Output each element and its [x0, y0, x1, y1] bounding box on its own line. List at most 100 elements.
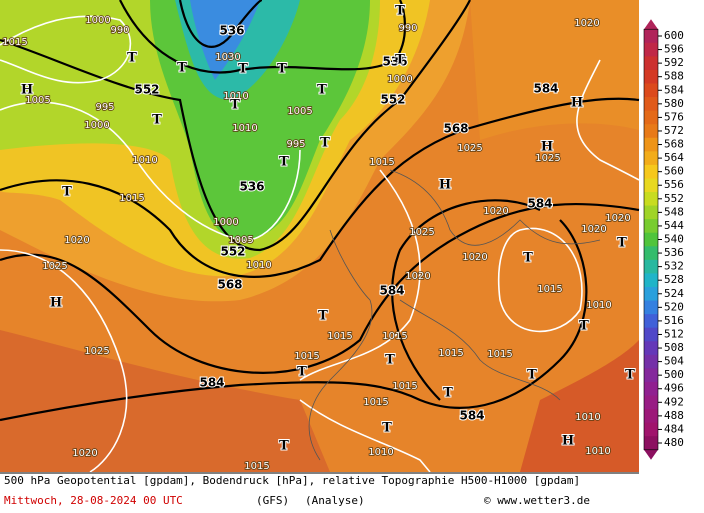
- scale-label: 540: [664, 233, 684, 246]
- scale-label: 508: [664, 341, 684, 354]
- isobar-label: 1015: [392, 381, 417, 392]
- isobar-label: 1015: [327, 331, 352, 342]
- isobar-label: 1015: [294, 351, 319, 362]
- contour-label: 568: [217, 278, 242, 292]
- contour-label: 536: [239, 180, 264, 194]
- scale-label: 596: [664, 43, 684, 56]
- isobar-label: 1020: [574, 18, 599, 29]
- footer-model: (GFS): [256, 494, 289, 507]
- isobar-label: 1005: [287, 106, 312, 117]
- scale-label: 488: [664, 409, 684, 422]
- scale-label: 572: [664, 124, 684, 137]
- pressure-center: T: [395, 53, 405, 68]
- scale-label: 564: [664, 151, 684, 164]
- scale-arrow: [644, 449, 658, 460]
- pressure-center: T: [230, 98, 240, 113]
- pressure-center: T: [177, 61, 187, 76]
- contour-label: 536: [382, 55, 407, 69]
- pressure-center: T: [527, 368, 537, 383]
- contour-label: 584: [199, 376, 224, 390]
- isobar-label: 995: [95, 102, 114, 113]
- scale-label: 568: [664, 138, 684, 151]
- scale-band: [644, 286, 658, 302]
- pressure-center: H: [571, 96, 583, 111]
- contour-label: 584: [527, 197, 552, 211]
- isobar-label: 1010: [575, 412, 600, 423]
- contour-label: 568: [443, 122, 468, 136]
- scale-label: 500: [664, 368, 684, 381]
- footer-date: Mittwoch, 28-08-2024 00 UTC: [4, 494, 183, 507]
- scale-band: [644, 395, 658, 410]
- isobars: [0, 15, 640, 473]
- isobar-label: 1010: [223, 91, 248, 102]
- pressure-center: T: [238, 62, 248, 77]
- scale-label: 560: [664, 165, 684, 178]
- scale-band: [644, 42, 658, 57]
- isobar-label: 1000: [387, 74, 412, 85]
- isobar-label: 1005: [25, 95, 50, 106]
- pressure-center: T: [317, 83, 327, 98]
- scale-band: [644, 259, 658, 274]
- isobar-label: 990: [110, 25, 129, 36]
- scale-label: 504: [664, 355, 684, 368]
- isobar-label: 990: [398, 23, 417, 34]
- scale-label: 548: [664, 205, 684, 218]
- isobar-label: 1015: [369, 157, 394, 168]
- scale-band: [644, 354, 658, 369]
- scale-label: 492: [664, 395, 684, 408]
- isobar-label: 1020: [72, 448, 97, 459]
- scale-label: 552: [664, 192, 684, 205]
- scale-band: [644, 422, 658, 437]
- pressure-center: T: [320, 136, 330, 151]
- isobar-label: 1020: [462, 252, 487, 263]
- scale-label: 524: [664, 287, 684, 300]
- isobar-label: 1015: [438, 348, 463, 359]
- isobar-label: 1015: [363, 397, 388, 408]
- isobar-label: 1025: [409, 227, 434, 238]
- pressure-center: H: [541, 140, 553, 155]
- pressure-center: T: [579, 319, 589, 334]
- isobar-label: 1015: [244, 461, 269, 472]
- isobar-label: 1020: [483, 206, 508, 217]
- contour-label: 536: [219, 24, 244, 38]
- scale-band: [644, 192, 658, 207]
- pressure-center: T: [443, 386, 453, 401]
- contour-label: 584: [459, 409, 484, 423]
- scale-band: [644, 436, 658, 451]
- pressure-center: H: [50, 296, 62, 311]
- scale-band: [644, 205, 658, 220]
- scale-label: 528: [664, 273, 684, 286]
- warm-region: [0, 330, 330, 472]
- isobar-label: 1015: [2, 37, 27, 48]
- isobar-label: 1010: [232, 123, 257, 134]
- scale-band: [644, 110, 658, 125]
- contour-label: 584: [379, 284, 404, 298]
- color-scale: 6005965925885845805765725685645605565525…: [643, 19, 684, 460]
- scale-label: 588: [664, 70, 684, 83]
- scale-band: [644, 300, 658, 315]
- pressure-center: H: [562, 434, 574, 449]
- scale-label: 484: [664, 422, 684, 435]
- scale-band: [644, 327, 658, 342]
- isobar-label: 1015: [537, 284, 562, 295]
- scale-label: 536: [664, 246, 684, 259]
- isobar-label: 1010: [586, 300, 611, 311]
- mild-region: [470, 0, 639, 140]
- isobar-label: 1010: [246, 260, 271, 271]
- pressure-center: T: [617, 236, 627, 251]
- scale-band: [644, 273, 658, 288]
- isobar-label: 1020: [405, 271, 430, 282]
- scale-band: [644, 29, 658, 44]
- scale-band: [644, 341, 658, 356]
- footer-analysis: (Analyse): [305, 494, 365, 507]
- isobar-label: 1025: [84, 346, 109, 357]
- scale-label: 512: [664, 327, 684, 340]
- isobar-label: 1010: [132, 155, 157, 166]
- warm-region: [520, 340, 639, 472]
- scale-label: 580: [664, 97, 684, 110]
- footer-credit: © www.wetter3.de: [484, 494, 590, 507]
- scale-band: [644, 124, 658, 139]
- isobar-label: 1000: [85, 15, 110, 26]
- pressure-center: H: [21, 83, 33, 98]
